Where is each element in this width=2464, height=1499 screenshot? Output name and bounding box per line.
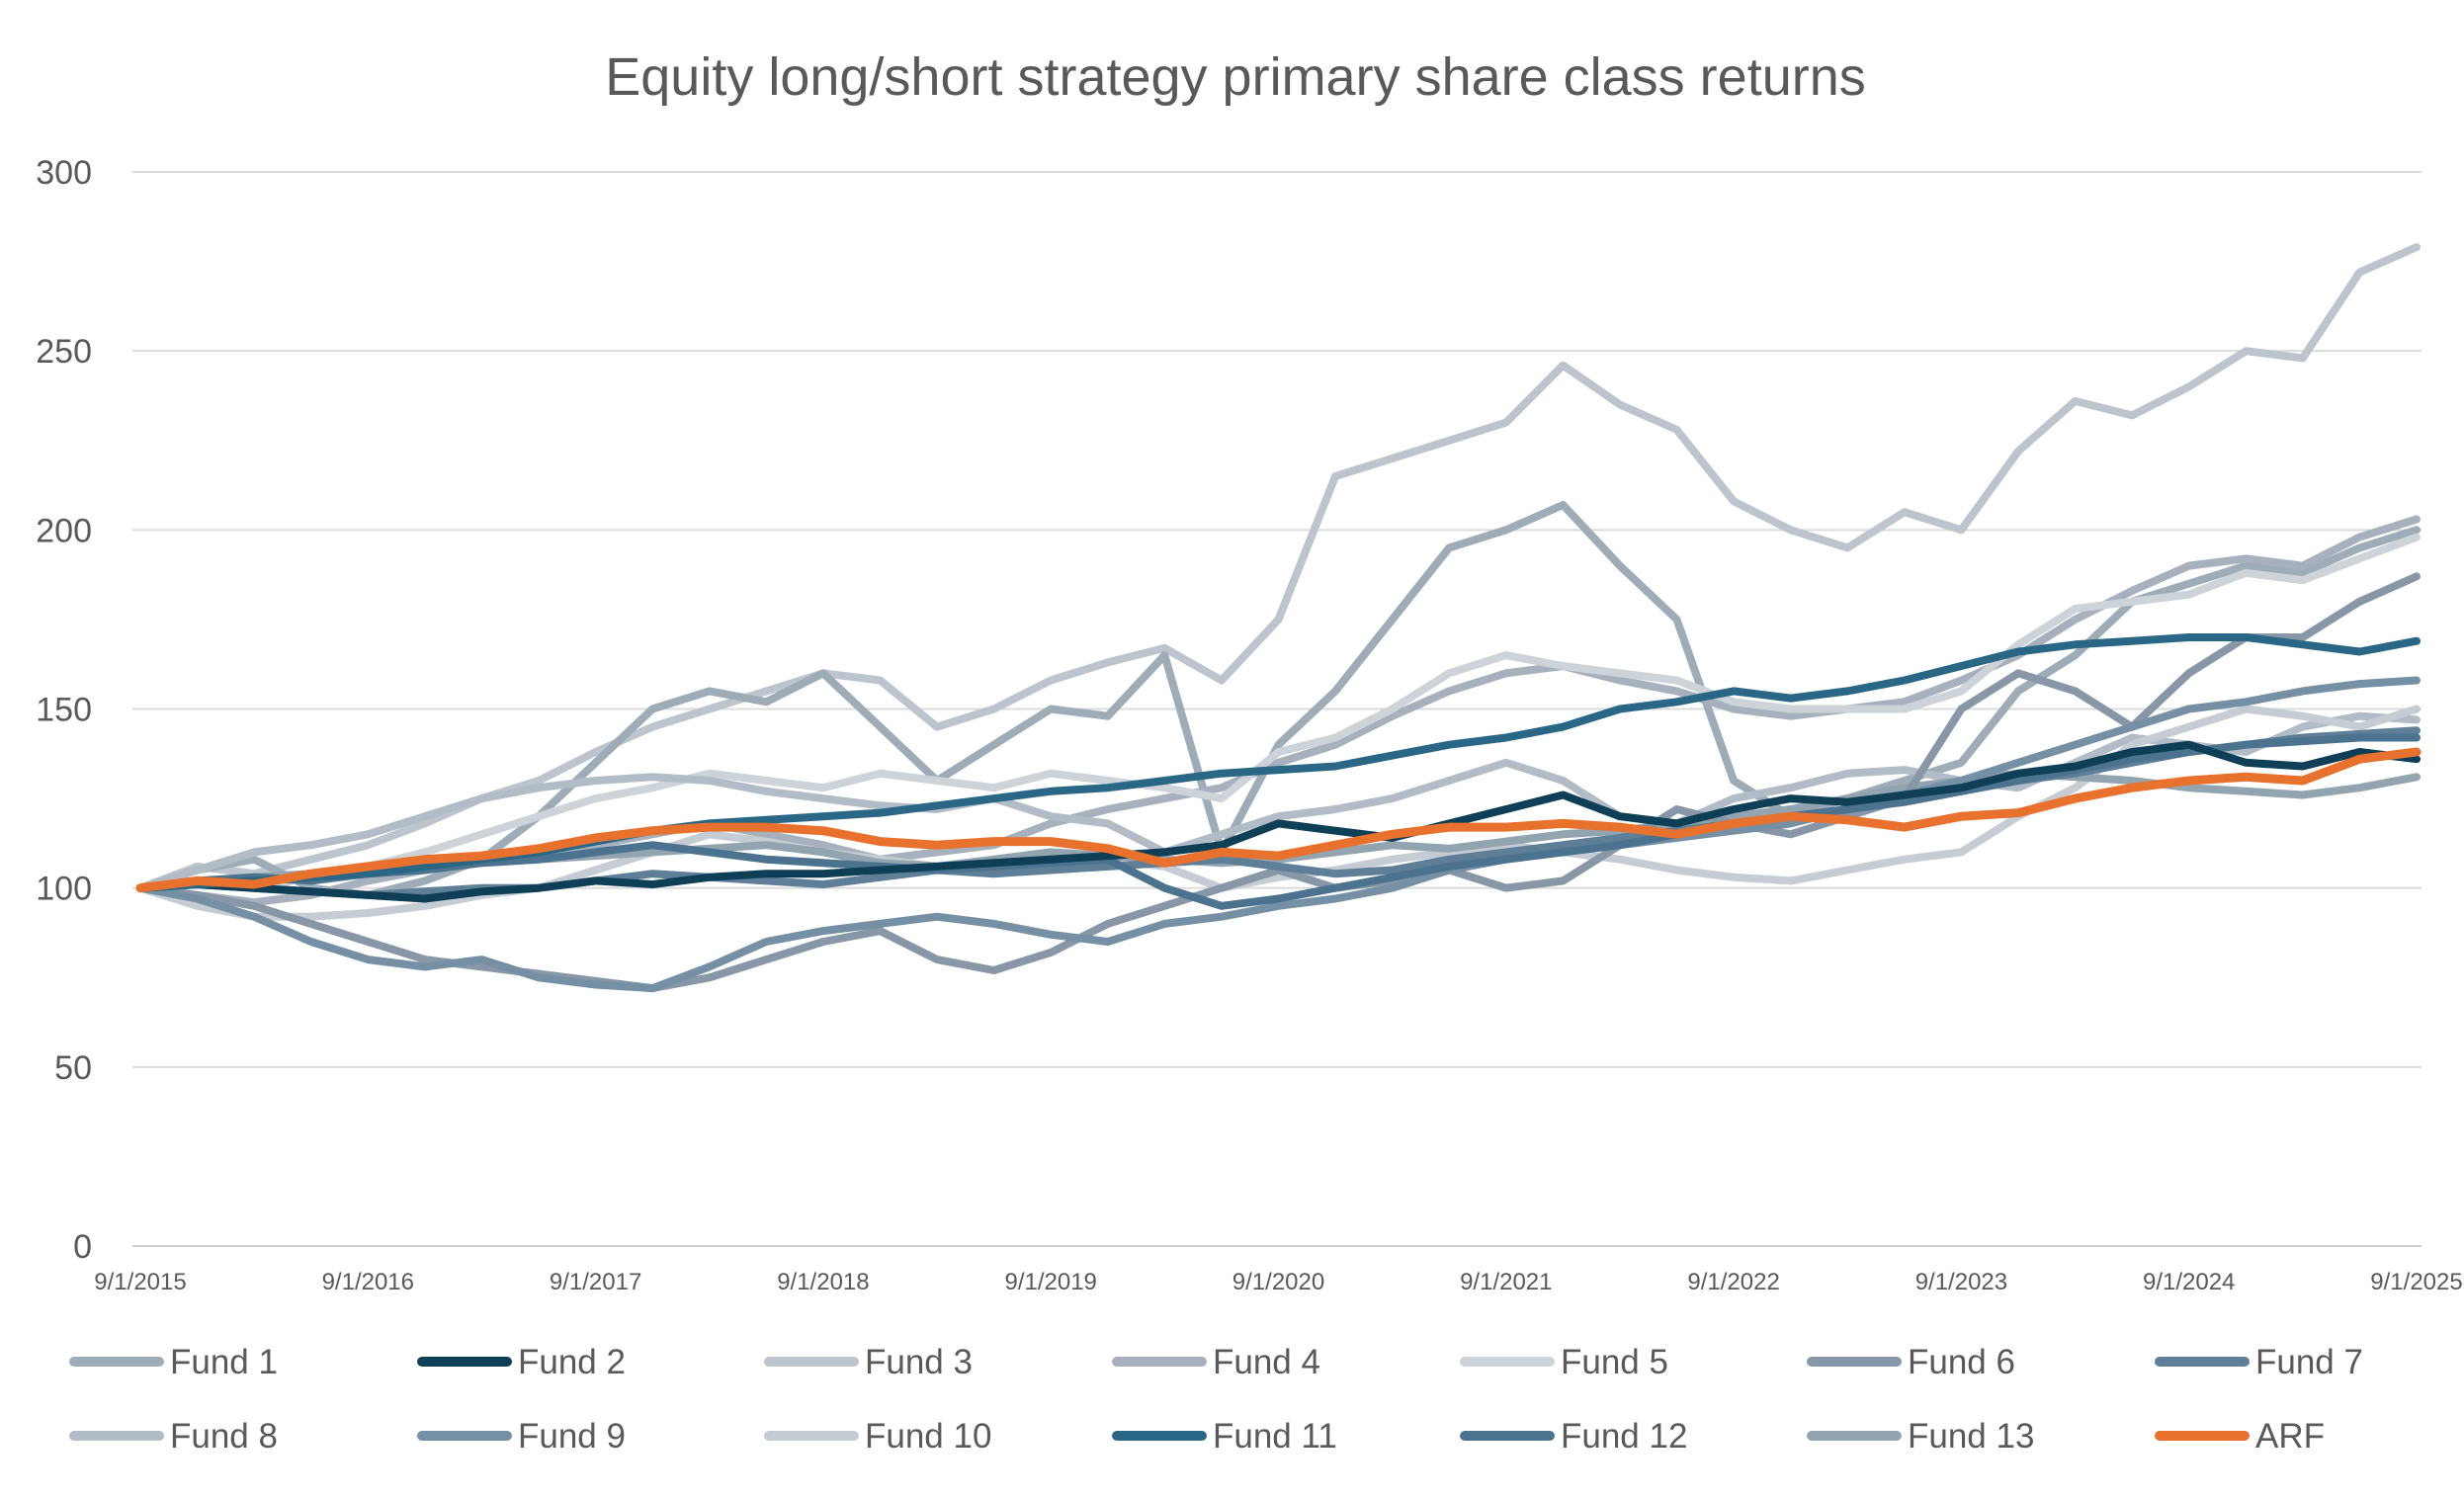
legend-label: Fund 7 [2255, 1343, 2363, 1381]
y-tick-label: 50 [54, 1049, 92, 1087]
y-tick-label: 200 [36, 512, 92, 549]
y-tick-label: 150 [36, 692, 92, 729]
legend-item: Fund 5 [1460, 1343, 1668, 1381]
series-line-fund-3 [136, 243, 2421, 892]
legend-label: Fund 11 [1213, 1417, 1337, 1456]
x-tick-label: 9/1/2019 [1004, 1269, 1096, 1295]
legend-label: Fund 5 [1561, 1343, 1668, 1381]
series-line-fund-9 [136, 676, 2421, 993]
legend-label: Fund 3 [865, 1343, 973, 1381]
y-tick-label: 250 [36, 333, 92, 371]
legend-item: Fund 7 [2155, 1343, 2363, 1381]
legend-item: Fund 13 [1807, 1417, 2034, 1456]
legend-item: Fund 8 [69, 1417, 278, 1456]
x-tick-label: 9/1/2023 [1915, 1269, 2007, 1295]
legend-label: Fund 8 [170, 1417, 278, 1456]
series-line-fund-2 [136, 740, 2421, 903]
x-tick-label: 9/1/2020 [1232, 1269, 1324, 1295]
legend-item: Fund 1 [69, 1343, 278, 1381]
x-tick-label: 9/1/2022 [1687, 1269, 1779, 1295]
y-axis-ticks: 0 50 100 150 200 250 300 [36, 154, 92, 1266]
legend-label: Fund 4 [1213, 1343, 1320, 1381]
legend: Fund 1 Fund 2 Fund 3 Fund 4 Fund 5 Fund 6 Fund… [69, 1343, 2363, 1456]
legend-label: Fund 13 [1908, 1417, 2034, 1456]
legend-item: Fund 4 [1112, 1343, 1320, 1381]
x-tick-label: 9/1/2015 [94, 1269, 186, 1295]
x-tick-label: 9/1/2025 [2370, 1269, 2462, 1295]
gridlines [132, 171, 2422, 1247]
series-line-fund-4 [136, 515, 2421, 907]
series-line-arf [135, 747, 2422, 893]
legend-item: Fund 10 [764, 1417, 991, 1456]
x-tick-label: 9/1/2017 [550, 1269, 641, 1295]
legend-label: Fund 2 [518, 1343, 626, 1381]
legend-label: ARF [2255, 1417, 2325, 1456]
x-tick-label: 9/1/2024 [2143, 1269, 2235, 1295]
legend-item: Fund 11 [1112, 1417, 1337, 1456]
x-axis-ticks: 9/1/2015 9/1/2016 9/1/2017 9/1/2018 9/1/2019… [94, 1269, 2462, 1295]
legend-item: Fund 12 [1460, 1417, 1687, 1456]
legend-item: Fund 2 [417, 1343, 626, 1381]
series-lines [135, 243, 2422, 993]
legend-item: ARF [2155, 1417, 2325, 1456]
chart-title: Equity long/short strategy primary share… [605, 47, 1866, 107]
legend-label: Fund 10 [865, 1417, 991, 1456]
y-tick-label: 100 [36, 871, 92, 908]
x-tick-label: 9/1/2021 [1460, 1269, 1552, 1295]
series-line-fund-12 [136, 733, 2421, 910]
legend-item: Fund 6 [1807, 1343, 2015, 1381]
legend-label: Fund 9 [518, 1417, 626, 1456]
legend-label: Fund 6 [1908, 1343, 2015, 1381]
x-tick-label: 9/1/2018 [777, 1269, 869, 1295]
legend-label: Fund 1 [170, 1343, 278, 1381]
series-line-fund-6 [136, 572, 2421, 993]
legend-item: Fund 9 [417, 1417, 626, 1456]
x-tick-label: 9/1/2016 [322, 1269, 414, 1295]
legend-label: Fund 12 [1561, 1417, 1687, 1456]
y-tick-label: 0 [73, 1228, 92, 1266]
y-tick-label: 300 [36, 154, 92, 192]
legend-item: Fund 3 [764, 1343, 973, 1381]
series-line-fund-5 [136, 533, 2421, 892]
